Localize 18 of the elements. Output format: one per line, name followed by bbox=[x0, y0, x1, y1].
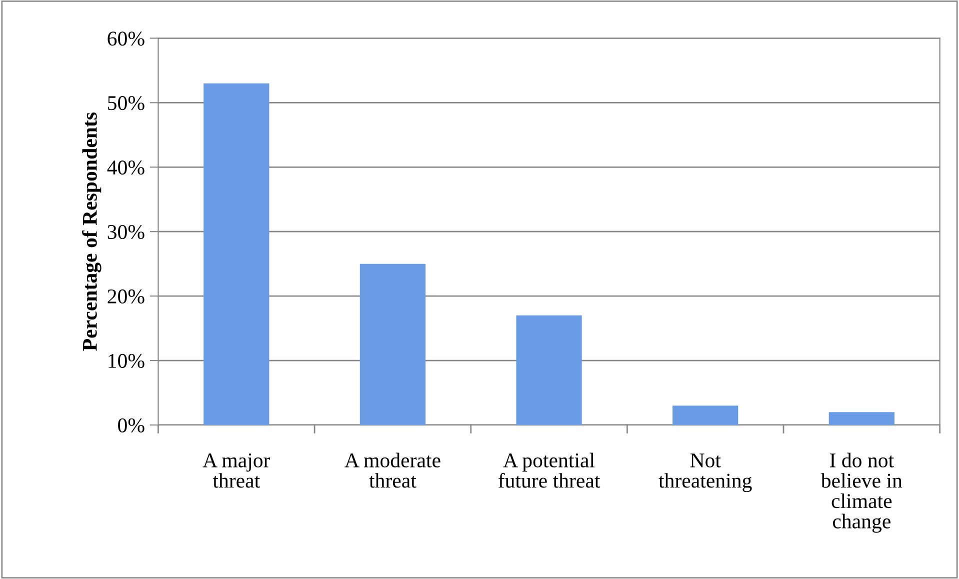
bar bbox=[672, 406, 738, 425]
x-tick-label: I do not believe in climate change bbox=[820, 452, 902, 533]
bar bbox=[828, 412, 894, 425]
y-tick-label: 60% bbox=[108, 32, 144, 46]
y-axis-title: Percentage of Respondents bbox=[82, 112, 102, 351]
y-tick-label: 50% bbox=[108, 96, 144, 110]
x-tick-label: A moderate threat bbox=[344, 452, 440, 488]
x-tick-label: A potential future threat bbox=[498, 452, 600, 488]
x-tick-label: A major threat bbox=[202, 453, 270, 488]
y-tick-label: 0% bbox=[118, 418, 144, 432]
x-tick-label: Not threatening bbox=[658, 454, 752, 492]
bar bbox=[360, 264, 426, 425]
y-tick-label: 20% bbox=[108, 289, 144, 304]
y-tick-label: 40% bbox=[107, 160, 144, 175]
y-tick-label: 30% bbox=[108, 224, 144, 240]
bar bbox=[204, 83, 270, 425]
y-tick-label: 10% bbox=[108, 354, 144, 368]
bar bbox=[516, 315, 582, 425]
